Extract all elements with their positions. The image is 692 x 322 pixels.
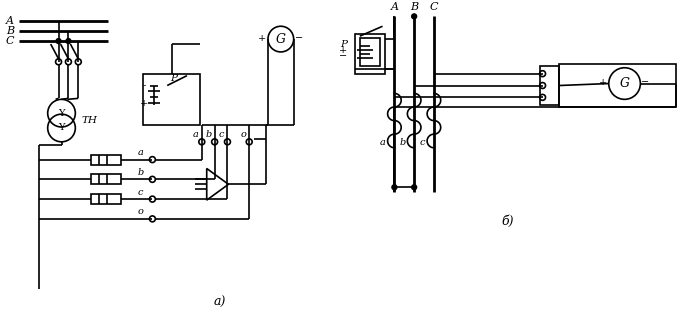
Text: B: B xyxy=(410,3,418,13)
Bar xyxy=(355,34,385,74)
Text: C: C xyxy=(430,3,438,13)
Bar xyxy=(360,38,380,66)
Bar xyxy=(91,155,121,165)
Circle shape xyxy=(412,14,417,19)
Text: A: A xyxy=(390,3,399,13)
Text: A: A xyxy=(6,16,14,26)
Circle shape xyxy=(412,185,417,190)
Text: P: P xyxy=(340,40,347,49)
Text: G: G xyxy=(276,33,286,46)
Text: c: c xyxy=(219,130,224,139)
Text: Y: Y xyxy=(58,109,65,118)
Text: +: + xyxy=(258,33,266,43)
Text: a: a xyxy=(138,148,143,157)
Text: P: P xyxy=(170,74,177,83)
Text: c: c xyxy=(419,138,425,147)
Text: −: − xyxy=(641,78,649,87)
Circle shape xyxy=(56,39,61,43)
Text: −: − xyxy=(339,52,347,62)
Text: -: - xyxy=(143,81,146,90)
Text: +: + xyxy=(140,99,149,108)
Bar xyxy=(143,74,200,125)
Text: a: a xyxy=(380,138,385,147)
Text: C: C xyxy=(6,36,14,46)
Text: c: c xyxy=(138,188,143,197)
Text: b: b xyxy=(399,138,406,147)
Text: +: + xyxy=(339,46,347,55)
Bar xyxy=(91,194,121,204)
Text: б): б) xyxy=(502,215,514,228)
Text: B: B xyxy=(6,26,14,36)
Text: o: o xyxy=(240,130,246,139)
Bar xyxy=(559,64,676,107)
Text: TH: TH xyxy=(81,116,97,125)
Text: a: a xyxy=(193,130,199,139)
Bar xyxy=(91,175,121,184)
Text: −: − xyxy=(295,33,302,43)
Circle shape xyxy=(66,39,71,43)
Circle shape xyxy=(392,185,397,190)
Text: o: o xyxy=(138,207,143,216)
Bar xyxy=(540,66,559,105)
Text: +: + xyxy=(599,78,607,87)
Text: Y: Y xyxy=(58,124,65,132)
Text: G: G xyxy=(619,77,630,90)
Text: b: b xyxy=(138,168,144,177)
Text: а): а) xyxy=(213,296,226,309)
Text: b: b xyxy=(206,130,212,139)
